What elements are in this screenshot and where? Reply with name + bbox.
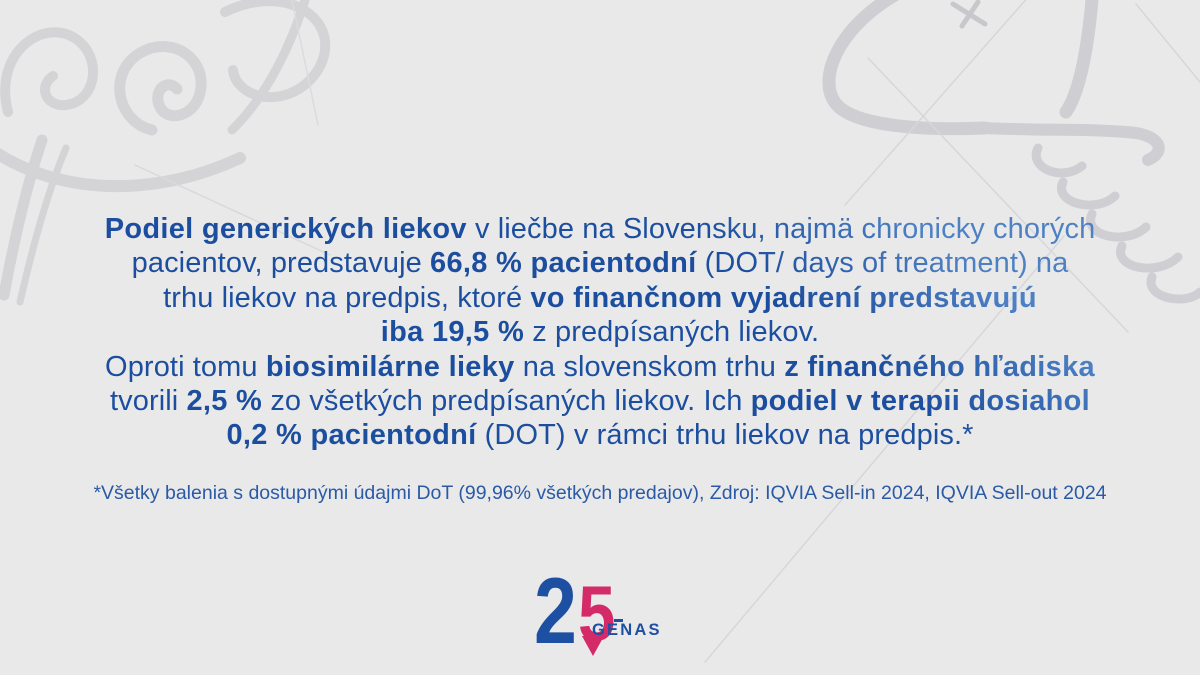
text-segment-bold: z finančného hľadiska bbox=[784, 350, 1095, 383]
logo-genas-25: 2 5 GENAS bbox=[534, 564, 662, 668]
paragraph-line: pacientov, predstavuje 66,8 % pacientodn… bbox=[40, 246, 1160, 280]
text-segment: na slovenskom trhu bbox=[514, 350, 785, 383]
text-segment: pacientov, predstavuje bbox=[131, 247, 431, 280]
text-segment-bold: 0,2 % pacientodní bbox=[226, 419, 477, 452]
text-segment: (DOT) v rámci trhu liekov na predpis.* bbox=[476, 419, 974, 452]
text-segment: trhu liekov na predpis, ktoré bbox=[163, 281, 531, 314]
text-segment: z predpísaných liekov. bbox=[524, 316, 820, 349]
text-segment: tvorili bbox=[109, 385, 187, 418]
paragraph-line: 0,2 % pacientodní (DOT) v rámci trhu lie… bbox=[40, 418, 1160, 452]
text-segment-bold: Podiel generických liekov bbox=[104, 213, 467, 245]
text-segment-bold: podiel v terapii dosiahol bbox=[750, 385, 1091, 418]
text-segment-bold: 2,5 % bbox=[186, 385, 263, 418]
paragraph-line: tvorili 2,5 % zo všetkých predpísaných l… bbox=[40, 384, 1160, 418]
paragraph-line: Oproti tomu biosimilárne lieky na sloven… bbox=[40, 350, 1160, 384]
text-segment: zo všetkých predpísaných liekov. Ich bbox=[262, 385, 751, 418]
logo-tail-shape bbox=[582, 636, 604, 656]
text-segment-bold: vo finančnom vyjadrení predstavujú bbox=[530, 281, 1037, 314]
text-segment: v liečbe na Slovensku, najmä chronicky c… bbox=[466, 213, 1096, 245]
text-segment-bold: biosimilárne lieky bbox=[265, 350, 515, 383]
paragraph-line: Podiel generických liekov v liečbe na Sl… bbox=[40, 212, 1160, 246]
footnote-text: *Všetky balenia s dostupnými údajmi DoT … bbox=[93, 482, 1107, 504]
text-segment-bold: iba 19,5 % bbox=[380, 316, 525, 349]
logo-digit-2: 2 bbox=[534, 558, 577, 663]
genas-dash bbox=[614, 619, 623, 622]
main-paragraph: Podiel generických liekov v liečbe na Sl… bbox=[40, 212, 1160, 453]
logo-wordmark: GENAS bbox=[592, 621, 662, 639]
text-segment: Oproti tomu bbox=[105, 350, 266, 383]
text-segment-bold: 66,8 % pacientodní bbox=[430, 247, 697, 280]
paragraph-line: trhu liekov na predpis, ktoré vo finančn… bbox=[40, 281, 1160, 315]
text-segment: (DOT/ days of treatment) na bbox=[696, 247, 1069, 280]
paragraph-line: iba 19,5 % z predpísaných liekov. bbox=[40, 315, 1160, 349]
